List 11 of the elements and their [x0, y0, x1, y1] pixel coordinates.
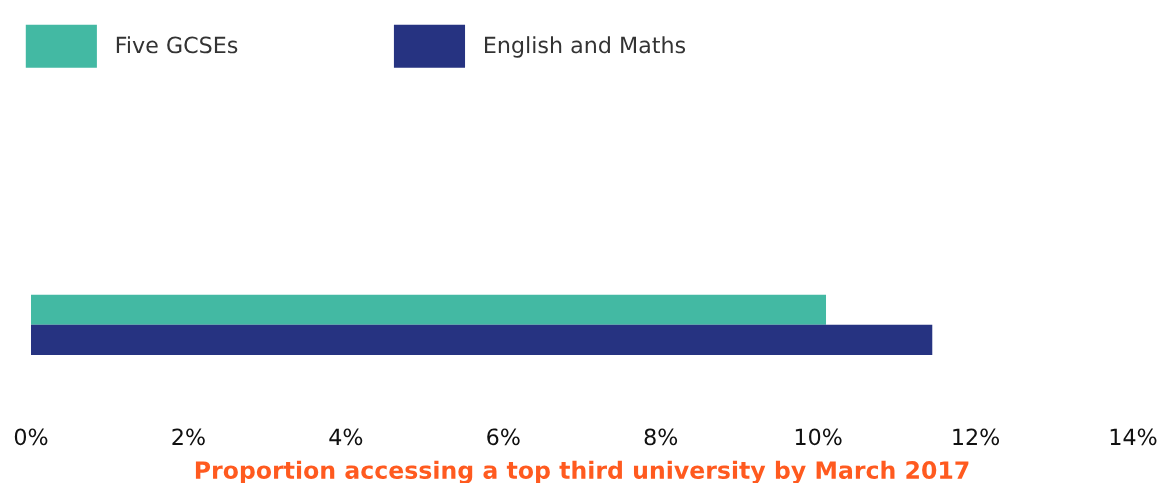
- x-axis-title: Proportion accessing a top third university by March 2017: [195, 460, 969, 483]
- x-tick-label: 8%: [644, 428, 678, 446]
- x-tick-label: 4%: [329, 428, 363, 446]
- x-tick-label: 12%: [953, 428, 1000, 446]
- x-tick-label: 2%: [172, 428, 205, 446]
- x-tick-label: 6%: [487, 428, 520, 446]
- x-tick-label: 14%: [1110, 428, 1157, 446]
- x-tick-label: 10%: [795, 428, 842, 446]
- legend-label: English and Maths: [485, 36, 686, 58]
- legend-label: Five GCSEs: [116, 36, 238, 54]
- x-tick-label: 0%: [14, 428, 48, 446]
